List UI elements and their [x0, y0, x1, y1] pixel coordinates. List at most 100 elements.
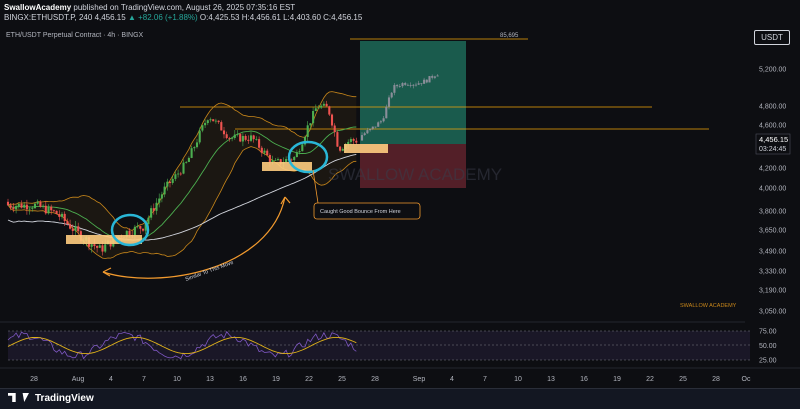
candle-body [247, 139, 250, 141]
candle-body [339, 146, 342, 151]
candle-body [90, 244, 93, 247]
candle-body [155, 202, 158, 211]
candle-body [20, 203, 23, 208]
bollinger-upper [7, 91, 357, 231]
candle-body [295, 152, 298, 158]
candle-body [55, 210, 58, 214]
candle-body [198, 130, 201, 143]
candle-body [66, 221, 69, 225]
tradingview-logo[interactable]: TradingView [8, 393, 94, 404]
x-tick-label: 10 [514, 376, 522, 383]
projection-body [433, 76, 436, 78]
oscillator-lines [7, 330, 357, 360]
candle-body [93, 244, 96, 247]
candle-body [52, 210, 55, 212]
candle-body [17, 203, 20, 207]
x-tick-label: 13 [547, 376, 555, 383]
footer-bar: TradingView [0, 388, 800, 409]
candle-body [152, 208, 155, 211]
candle-body [301, 144, 304, 152]
candle-body [195, 142, 199, 148]
highlight-circle-2 [287, 140, 329, 174]
candle-body [290, 159, 293, 161]
y-tick-label: 3,490.00 [759, 249, 786, 256]
candle-body [244, 135, 247, 140]
candle-body [298, 151, 301, 153]
candle-body [12, 207, 15, 210]
candle-body [133, 226, 136, 236]
demand-zone-1 [66, 235, 142, 244]
candle-body [271, 160, 274, 163]
oscillator-main [7, 330, 357, 360]
bounce-callout-pointer [312, 169, 319, 204]
candle-body [6, 201, 10, 206]
projection-body [398, 86, 401, 87]
candle-body [320, 105, 323, 108]
x-tick-label: 13 [206, 376, 214, 383]
candle-body [147, 217, 150, 225]
candle-body [209, 119, 212, 121]
symbol-name[interactable]: BINGX:ETHUSDT.P, 240 [4, 13, 93, 22]
projection-body [379, 121, 382, 123]
projection-body [414, 84, 418, 86]
candle-body [322, 103, 325, 106]
candle-body [201, 125, 204, 131]
candle-body [204, 123, 207, 126]
currency-button[interactable]: USDT [754, 30, 790, 45]
candle-body [328, 106, 331, 115]
x-tick-label: 7 [142, 376, 146, 383]
candle-body [96, 246, 99, 248]
candle-body [28, 208, 31, 210]
candle-body [325, 103, 328, 107]
candle-body [225, 134, 228, 139]
y-tick-label: 4,800.00 [759, 104, 786, 111]
candle-body [252, 135, 255, 140]
candle-body [168, 181, 172, 183]
candle-body [285, 159, 288, 163]
y-tick-label: 3,800.00 [759, 209, 786, 216]
candle-body [150, 208, 153, 218]
candle-body [33, 203, 37, 209]
price-change: ▲ +82.06 (+1.88%) [127, 13, 198, 22]
price-chart[interactable]: 85,695 Similar To This Move Caught Good … [0, 0, 800, 388]
oscillator-signal [7, 336, 357, 355]
target-zone [360, 41, 466, 144]
projection-body [396, 85, 399, 87]
candle-body [233, 134, 236, 138]
x-tick-label: Sep [413, 376, 426, 383]
candle-body [355, 140, 358, 143]
candle-body [44, 205, 47, 214]
y-tick-label: 3,330.00 [759, 269, 786, 276]
candle-body [47, 206, 50, 214]
author-name[interactable]: SwallowAcademy [4, 3, 72, 12]
candle-body [314, 108, 317, 111]
candle-body [239, 134, 242, 142]
chart-legend: ETH/USDT Perpetual Contract · 4h · BINGX [6, 32, 144, 39]
candle-body [69, 224, 72, 229]
candle-body [39, 201, 42, 207]
y-tick-label: 3,650.00 [759, 228, 786, 235]
candle-body [125, 230, 128, 237]
candle-body [36, 201, 39, 204]
projection-body [363, 133, 366, 136]
candle-body [63, 213, 66, 222]
bounce-callout-box [313, 202, 421, 220]
candle-body [179, 173, 182, 175]
last-price: 4,456.15 [94, 13, 126, 22]
x-tick-label: 10 [173, 376, 181, 383]
y-tick-label: 4,000.00 [759, 186, 786, 193]
candlesticks [6, 74, 439, 256]
candle-body [255, 139, 258, 140]
candle-body [312, 110, 315, 124]
projection-body [425, 79, 428, 83]
candle-body [249, 135, 253, 141]
candle-body [101, 245, 104, 252]
x-tick-label: 25 [338, 376, 346, 383]
publish-line: SwallowAcademy published on TradingView.… [4, 3, 295, 12]
candle-body [258, 139, 261, 148]
candle-body [306, 125, 309, 138]
candle-body [141, 228, 145, 231]
candle-body [274, 160, 277, 161]
candle-body [220, 122, 223, 131]
demand-zone-2 [262, 162, 312, 171]
